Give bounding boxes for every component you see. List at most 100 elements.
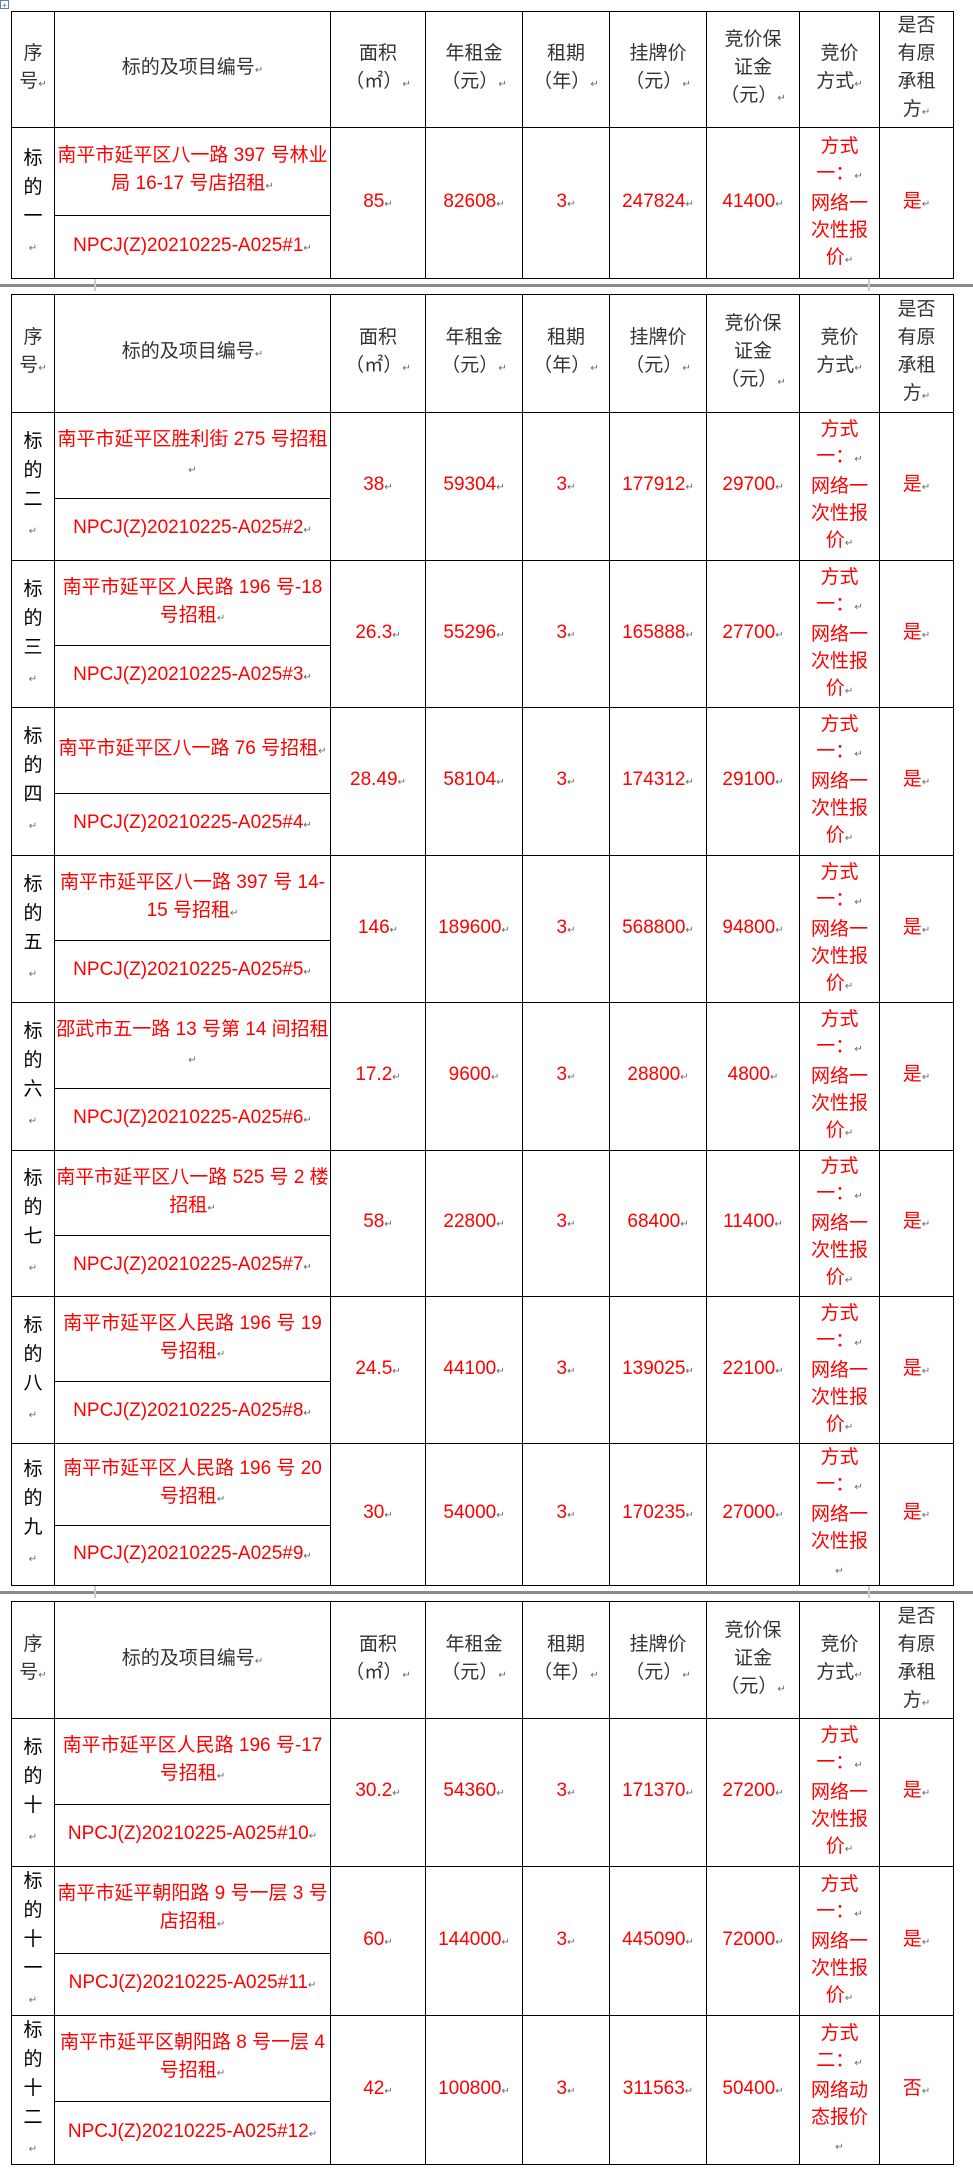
header-text: （元） xyxy=(625,71,690,92)
lot-number-cell: 标的六 xyxy=(11,1002,55,1151)
header-text: 竞价保 xyxy=(724,313,782,334)
bidding-method-cell: 方式一： 网络一次性报价 xyxy=(799,1718,880,1867)
term-value: 3 xyxy=(557,191,576,212)
header-text: （㎡） xyxy=(345,71,410,92)
bidding-method-type: 方式一： xyxy=(816,714,862,762)
price-value: 68400 xyxy=(627,1211,688,1232)
bidding-method-type: 方式一： xyxy=(816,862,862,910)
header-text: 挂牌价 xyxy=(629,43,687,64)
deposit-value-cell: 94800 xyxy=(706,855,800,1003)
page-break-divider xyxy=(0,1591,973,1594)
price-value: 174312 xyxy=(622,769,694,790)
original-tenant-flag: 否 xyxy=(903,2078,930,2099)
area-value: 85 xyxy=(363,191,393,212)
column-header: 标的及项目编号 xyxy=(54,1601,331,1719)
header-text: 是否 xyxy=(897,1605,936,1627)
original-tenant-flag: 是 xyxy=(903,1929,930,1950)
lot-number-cell: 标的四 xyxy=(11,707,55,856)
bidding-method-desc: 网络一次性报价 xyxy=(811,919,868,994)
table-row-code: NPCJ(Z)20210225-A025#2 xyxy=(12,498,954,561)
column-header: 竞价 方式 xyxy=(799,1601,880,1719)
header-text: 有原 xyxy=(897,327,936,348)
header-text: 序 xyxy=(23,1633,43,1655)
project-code: NPCJ(Z)20210225-A025#9 xyxy=(73,1543,312,1564)
area-value-cell: 60 xyxy=(330,1866,426,2016)
bidding-method-cell: 方式一： 网络一次性报价 xyxy=(799,855,880,1003)
price-value-cell: 445090 xyxy=(609,1866,707,2016)
table-row: 标的十 南平市延平区人民路 196 号-17 号招租 30.2 54360 3 17137… xyxy=(11,1718,954,1867)
bidding-method-type: 方式一： xyxy=(816,136,862,184)
term-value-cell: 3 xyxy=(522,1296,610,1444)
header-text: （年） xyxy=(533,71,598,92)
price-value: 177912 xyxy=(622,474,694,495)
header-text: 号 xyxy=(19,71,46,92)
rent-value: 22800 xyxy=(443,1211,504,1232)
deposit-value-cell: 72000 xyxy=(706,1866,800,2016)
rent-value-cell: 189600 xyxy=(425,855,523,1003)
header-text: 挂牌价 xyxy=(629,327,687,348)
term-value-cell: 3 xyxy=(522,1718,610,1867)
price-value-cell: 170235 xyxy=(609,1443,707,1586)
area-value-cell: 30 xyxy=(330,1443,426,1586)
rent-value-cell: 55296 xyxy=(425,560,523,708)
area-value-cell: 85 xyxy=(330,127,426,279)
property-address-cell: 南平市延平朝阳路 9 号一层 3 号店招租 xyxy=(54,1866,331,1954)
price-value: 568800 xyxy=(622,917,694,938)
header-text: （元） xyxy=(441,1662,506,1683)
area-value-cell: 42 xyxy=(330,2015,426,2165)
property-address-cell: 南平市延平区人民路 196 号 20 号招租 xyxy=(54,1442,331,1527)
column-header: 年租金 （元） xyxy=(425,1601,523,1719)
price-value-cell: 28800 xyxy=(609,1002,707,1151)
bidding-method-cell: 方式一： 网络一次性报价 xyxy=(799,560,880,708)
area-value: 24.5 xyxy=(355,1358,400,1379)
lot-number-cell: 标的七 xyxy=(11,1150,55,1297)
term-value: 3 xyxy=(557,1064,576,1085)
header-text: （元） xyxy=(441,355,506,376)
deposit-value: 41400 xyxy=(722,191,783,212)
lease-table: 序号标的及项目编号面积（㎡）年租金（元）租期（年）挂牌价（元）竞价保证金（元）竞… xyxy=(11,294,954,1586)
bidding-method-desc: 网络一次性报价 xyxy=(811,1782,868,1857)
price-value-cell: 165888 xyxy=(609,560,707,708)
rent-value: 144000 xyxy=(438,1929,510,1950)
rent-value: 59304 xyxy=(443,474,504,495)
property-address: 南平市延平区人民路 196 号-18 号招租 xyxy=(63,577,323,626)
divider-stub xyxy=(94,1586,96,1598)
original-tenant-flag-cell: 是 xyxy=(879,412,954,561)
term-value-cell: 3 xyxy=(522,855,610,1003)
page-break-divider xyxy=(0,284,973,287)
table-row: 标的八 南平市延平区人民路 196 号 19 号招租 24.5 44100 3 13902… xyxy=(11,1296,954,1444)
header-text: （年） xyxy=(533,355,598,376)
property-address: 南平市延平区八一路 76 号招租 xyxy=(58,738,326,759)
table-row-code: NPCJ(Z)20210225-A025#12 xyxy=(12,2101,954,2165)
bidding-method-desc: 网络动态报价 xyxy=(811,2080,868,2155)
project-code: NPCJ(Z)20210225-A025#10 xyxy=(68,1823,317,1844)
bidding-method-type: 方式一： xyxy=(816,567,862,615)
header-text: 是否 xyxy=(897,299,936,320)
price-value-cell: 177912 xyxy=(609,412,707,561)
header-text: 面积 xyxy=(358,1633,397,1655)
lot-number: 标的八 xyxy=(23,1315,42,1423)
table-move-handle[interactable]: + xyxy=(0,0,9,10)
lot-number: 标的二 xyxy=(23,431,42,539)
deposit-value-cell: 4800 xyxy=(706,1002,800,1151)
table-row: 标的六邵武市五一路 13 号第 14 间招租 17.2 9600 3 28800 4800… xyxy=(11,1002,954,1151)
price-value: 170235 xyxy=(622,1502,694,1523)
project-code-cell: NPCJ(Z)20210225-A025#5 xyxy=(54,940,331,1003)
bidding-method-type: 方式一： xyxy=(816,1725,862,1773)
term-value: 3 xyxy=(557,1358,576,1379)
area-value-cell: 24.5 xyxy=(330,1296,426,1444)
column-header: 挂牌价 （元） xyxy=(609,11,707,128)
header-text: 号 xyxy=(19,355,46,376)
header-text: 有原 xyxy=(897,1633,936,1655)
rent-value-cell: 58104 xyxy=(425,707,523,856)
header-text: 方式 xyxy=(816,71,862,92)
table-row: 标的十二南平市延平区朝阳路 8 号一层 4 号招租 42 100800 3 311563… xyxy=(11,2014,954,2165)
table-row: 标的二南平市延平区胜利街 275 号招租 38 59304 3 177912 29700 方… xyxy=(11,412,954,561)
property-address-cell: 南平市延平区八一路 525 号 2 楼招租 xyxy=(54,1150,331,1236)
original-tenant-flag: 是 xyxy=(903,769,930,790)
project-code-cell: NPCJ(Z)20210225-A025#10 xyxy=(54,1804,331,1867)
price-value: 445090 xyxy=(622,1929,694,1950)
term-value-cell: 3 xyxy=(522,127,610,279)
property-address-cell: 邵武市五一路 13 号第 14 间招租 xyxy=(54,1002,331,1089)
column-header: 是否 有原 承租方 xyxy=(879,11,954,128)
